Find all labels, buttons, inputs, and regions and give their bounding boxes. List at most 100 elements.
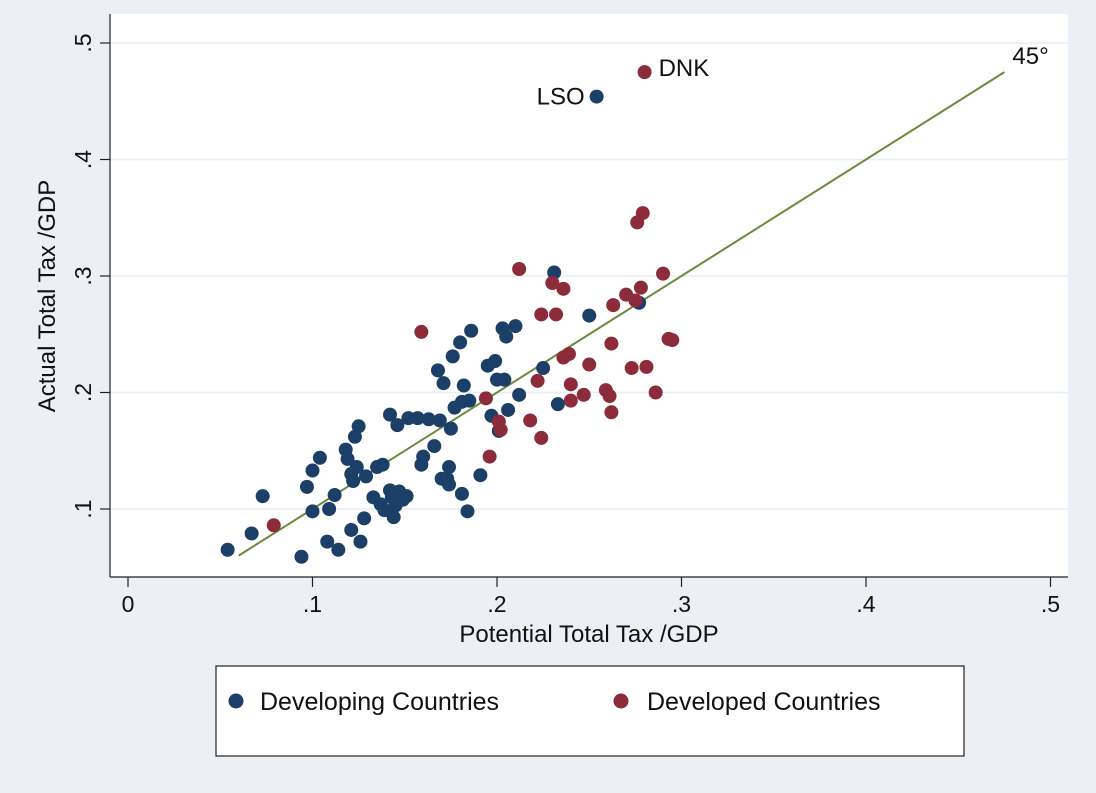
data-point-developing bbox=[421, 412, 436, 427]
data-point-developing bbox=[340, 451, 355, 466]
data-point-developed bbox=[563, 377, 578, 392]
data-point-developing bbox=[410, 411, 425, 426]
data-point-developing bbox=[359, 469, 374, 484]
data-point-developing bbox=[460, 504, 475, 519]
annotations: LSO DNK 45° bbox=[537, 43, 1049, 110]
legend-marker-developed bbox=[613, 693, 629, 709]
data-point-developing bbox=[499, 329, 514, 344]
data-point-developing bbox=[305, 463, 320, 478]
data-point-developing bbox=[512, 387, 527, 402]
data-point-developed bbox=[576, 387, 591, 402]
data-point-developed bbox=[665, 333, 680, 348]
data-point-developed bbox=[628, 293, 643, 308]
data-point-developing bbox=[430, 363, 445, 378]
data-point-developing bbox=[488, 354, 503, 369]
data-point-developed bbox=[266, 518, 281, 533]
x-tick-label: .1 bbox=[303, 591, 322, 617]
data-point-developing bbox=[375, 457, 390, 472]
data-point-developed bbox=[606, 298, 621, 313]
gridlines bbox=[110, 42, 1068, 510]
y-tick-label: .1 bbox=[70, 499, 96, 518]
data-point-developed bbox=[561, 347, 576, 362]
data-point-developing bbox=[442, 460, 457, 475]
y-tick-label: .5 bbox=[70, 33, 96, 52]
data-point-developed bbox=[656, 266, 671, 281]
y-axis-ticks: .1 .2 .3 .4 .5 bbox=[70, 33, 110, 519]
data-point-developing bbox=[305, 504, 320, 519]
data-point-developing bbox=[536, 361, 551, 376]
y-tick-label: .4 bbox=[70, 150, 96, 169]
data-point-developed bbox=[604, 405, 619, 420]
data-point-developed bbox=[639, 359, 654, 374]
data-point-developing bbox=[582, 308, 597, 323]
data-point-developing bbox=[299, 479, 314, 494]
data-point-developing bbox=[312, 450, 327, 465]
data-point-developed bbox=[648, 385, 663, 400]
x-tick-label: .2 bbox=[487, 591, 506, 617]
data-point-developing bbox=[508, 319, 523, 334]
data-point-developing bbox=[589, 89, 604, 104]
data-point-developed bbox=[545, 275, 560, 290]
legend-marker-developing bbox=[228, 693, 244, 709]
legend-box bbox=[215, 665, 965, 757]
x-axis-ticks: 0 .1 .2 .3 .4 .5 bbox=[122, 577, 1060, 617]
legend: Developing Countries Developed Countries bbox=[215, 665, 965, 757]
legend-label-developed: Developed Countries bbox=[647, 688, 880, 716]
data-point-developed bbox=[478, 391, 493, 406]
data-point-developing bbox=[473, 468, 488, 483]
data-point-developed bbox=[624, 361, 639, 376]
data-point-developing bbox=[497, 372, 512, 387]
data-point-developing bbox=[244, 526, 259, 541]
data-point-developed bbox=[563, 393, 578, 408]
data-point-developing bbox=[357, 511, 372, 526]
annotation-label: 45° bbox=[1012, 43, 1048, 70]
data-point-developed bbox=[414, 324, 429, 339]
annotation-label: DNK bbox=[659, 55, 710, 82]
data-point-developing bbox=[416, 449, 431, 464]
data-point-developing bbox=[550, 397, 565, 412]
data-point-developing bbox=[353, 534, 368, 549]
data-point-developing bbox=[462, 393, 477, 408]
data-point-developed bbox=[534, 430, 549, 445]
data-point-developing bbox=[346, 474, 361, 489]
data-point-developed bbox=[530, 373, 545, 388]
plot-area bbox=[110, 14, 1068, 577]
data-point-developing bbox=[445, 349, 460, 364]
x-tick-label: .5 bbox=[1041, 591, 1060, 617]
data-point-developed bbox=[635, 206, 650, 221]
data-point-developed bbox=[604, 336, 619, 351]
data-point-developing bbox=[442, 477, 457, 492]
data-point-developing bbox=[220, 542, 235, 557]
data-point-developing bbox=[464, 323, 479, 338]
data-point-developing bbox=[390, 418, 405, 433]
data-point-developed bbox=[493, 422, 508, 437]
data-point-developed bbox=[602, 388, 617, 403]
data-point-developing bbox=[432, 413, 447, 428]
data-point-developing bbox=[382, 407, 397, 422]
y-tick-label: .3 bbox=[70, 266, 96, 285]
data-point-developed bbox=[582, 357, 597, 372]
data-point-developing bbox=[386, 510, 401, 525]
data-point-developing bbox=[453, 335, 468, 350]
annotation-label: LSO bbox=[537, 84, 585, 111]
data-point-developed bbox=[556, 281, 571, 296]
data-point-developing bbox=[322, 502, 337, 516]
x-tick-label: 0 bbox=[122, 591, 135, 617]
x-axis-title: Potential Total Tax /GDP bbox=[459, 621, 718, 648]
data-point-developing bbox=[320, 534, 335, 549]
legend-label-developing: Developing Countries bbox=[260, 688, 499, 716]
data-point-developed bbox=[637, 65, 652, 80]
data-point-developing bbox=[443, 421, 458, 436]
data-point-developing bbox=[327, 488, 342, 503]
data-point-developed bbox=[523, 413, 538, 428]
y-axis-title: Actual Total Tax /GDP bbox=[34, 180, 61, 413]
data-point-developing bbox=[547, 265, 562, 280]
data-point-developing bbox=[456, 378, 471, 393]
data-point-developing bbox=[399, 489, 414, 504]
data-point-developing bbox=[344, 522, 359, 537]
data-point-developing bbox=[331, 542, 346, 557]
data-point-developing bbox=[255, 489, 270, 504]
data-point-developing bbox=[436, 376, 451, 391]
data-point-developed bbox=[512, 262, 527, 277]
